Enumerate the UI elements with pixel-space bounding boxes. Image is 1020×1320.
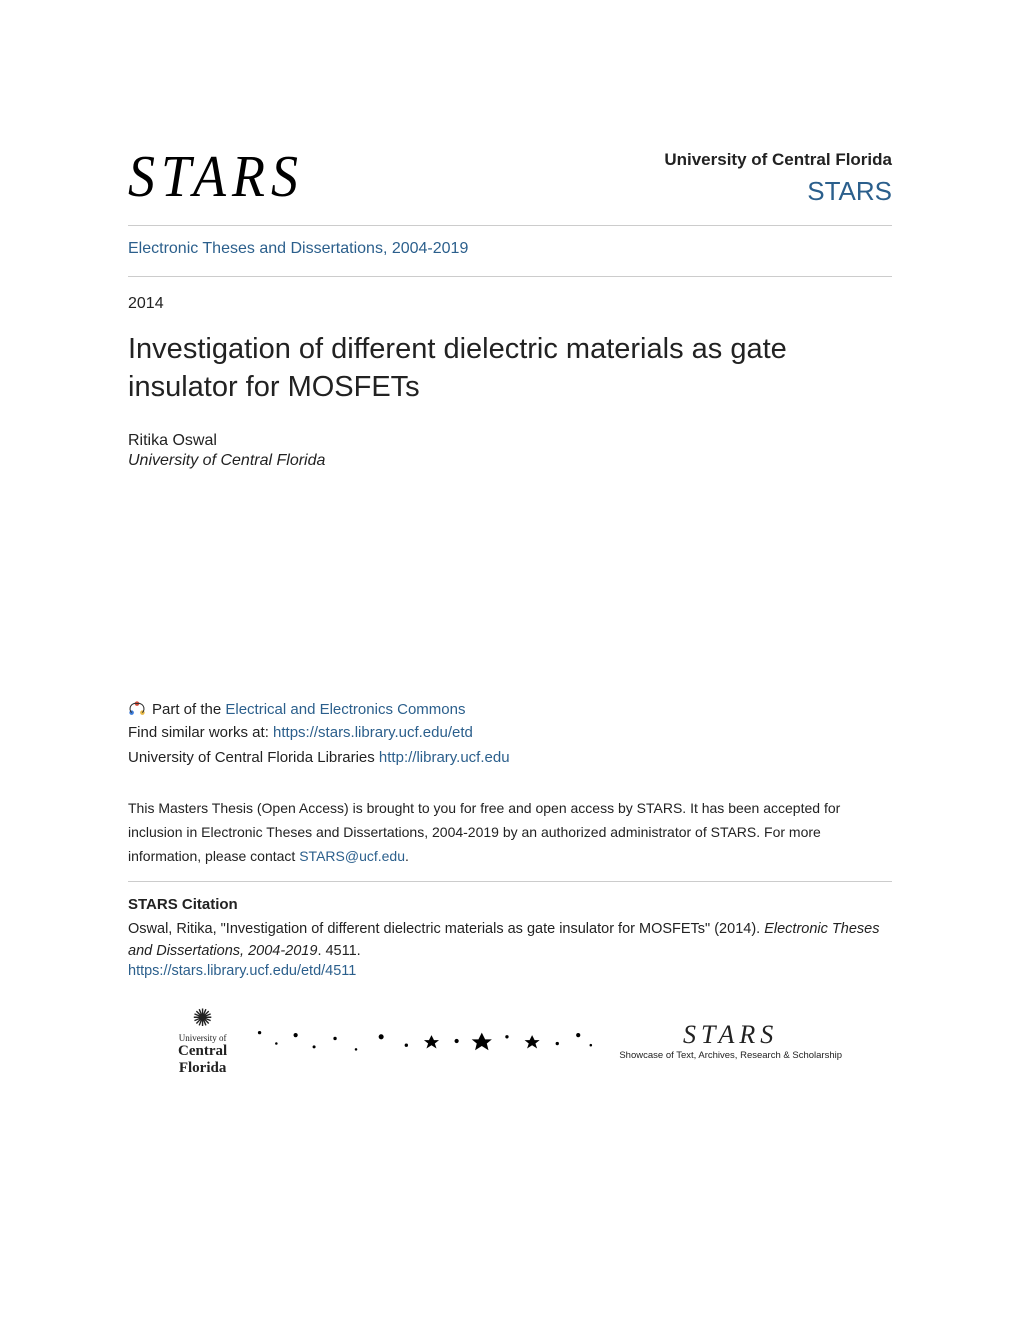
- stars-tagline: Showcase of Text, Archives, Research & S…: [619, 1050, 842, 1061]
- similar-works-link[interactable]: https://stars.library.ucf.edu/etd: [273, 724, 473, 741]
- divider: [128, 225, 892, 226]
- author-name: Ritika Oswal: [128, 432, 892, 450]
- stars-footer-logo: STARS: [619, 1020, 842, 1050]
- citation-url-link[interactable]: https://stars.library.ucf.edu/etd/4511: [128, 963, 356, 979]
- header-right: University of Central Florida STARS: [664, 150, 892, 207]
- library-line: University of Central Florida Libraries …: [128, 747, 892, 770]
- ucf-seal-icon: ✺: [193, 1004, 213, 1033]
- ucf-main-text-1: Central: [178, 1043, 227, 1060]
- ucf-small-text: University of: [179, 1033, 227, 1043]
- citation-line1: Oswal, Ritika, "Investigation of differe…: [128, 921, 764, 937]
- footer-logos: ✺ University of Central Florida: [128, 1004, 892, 1077]
- part-of-label: Part of the Electrical and Electronics C…: [152, 701, 465, 718]
- network-icon: [128, 700, 146, 718]
- publication-year: 2014: [128, 295, 892, 313]
- stars-footer-block: STARS Showcase of Text, Archives, Resear…: [619, 1020, 842, 1061]
- university-name: University of Central Florida: [664, 150, 892, 170]
- dots-decoration-icon: [247, 1016, 599, 1066]
- access-note-suffix: .: [405, 848, 409, 864]
- similar-prefix: Find similar works at:: [128, 724, 273, 741]
- header-row: STARS University of Central Florida STAR…: [128, 145, 892, 207]
- divider: [128, 881, 892, 882]
- metadata-section: Part of the Electrical and Electronics C…: [128, 700, 892, 1077]
- citation-number: . 4511.: [317, 943, 360, 959]
- access-note: This Masters Thesis (Open Access) is bro…: [128, 797, 892, 868]
- part-of-prefix: Part of the: [152, 701, 225, 718]
- commons-link[interactable]: Electrical and Electronics Commons: [225, 701, 465, 718]
- divider: [128, 276, 892, 277]
- stars-logo: STARS: [128, 142, 304, 210]
- library-link[interactable]: http://library.ucf.edu: [379, 749, 510, 766]
- document-page: STARS University of Central Florida STAR…: [0, 0, 1020, 1117]
- ucf-main-text-2: Florida: [179, 1060, 227, 1077]
- citation-heading: STARS Citation: [128, 896, 892, 913]
- author-affiliation: University of Central Florida: [128, 452, 892, 470]
- document-title: Investigation of different dielectric ma…: [128, 331, 892, 406]
- similar-works-line: Find similar works at: https://stars.lib…: [128, 722, 892, 745]
- citation-text: Oswal, Ritika, "Investigation of differe…: [128, 919, 892, 963]
- library-prefix: University of Central Florida Libraries: [128, 749, 379, 766]
- access-note-text: This Masters Thesis (Open Access) is bro…: [128, 800, 840, 864]
- collection-link[interactable]: Electronic Theses and Dissertations, 200…: [128, 240, 468, 257]
- repository-link[interactable]: STARS: [807, 176, 892, 206]
- contact-email-link[interactable]: STARS@ucf.edu: [299, 848, 405, 864]
- ucf-footer-logo: ✺ University of Central Florida: [178, 1004, 227, 1077]
- commons-row: Part of the Electrical and Electronics C…: [128, 700, 892, 718]
